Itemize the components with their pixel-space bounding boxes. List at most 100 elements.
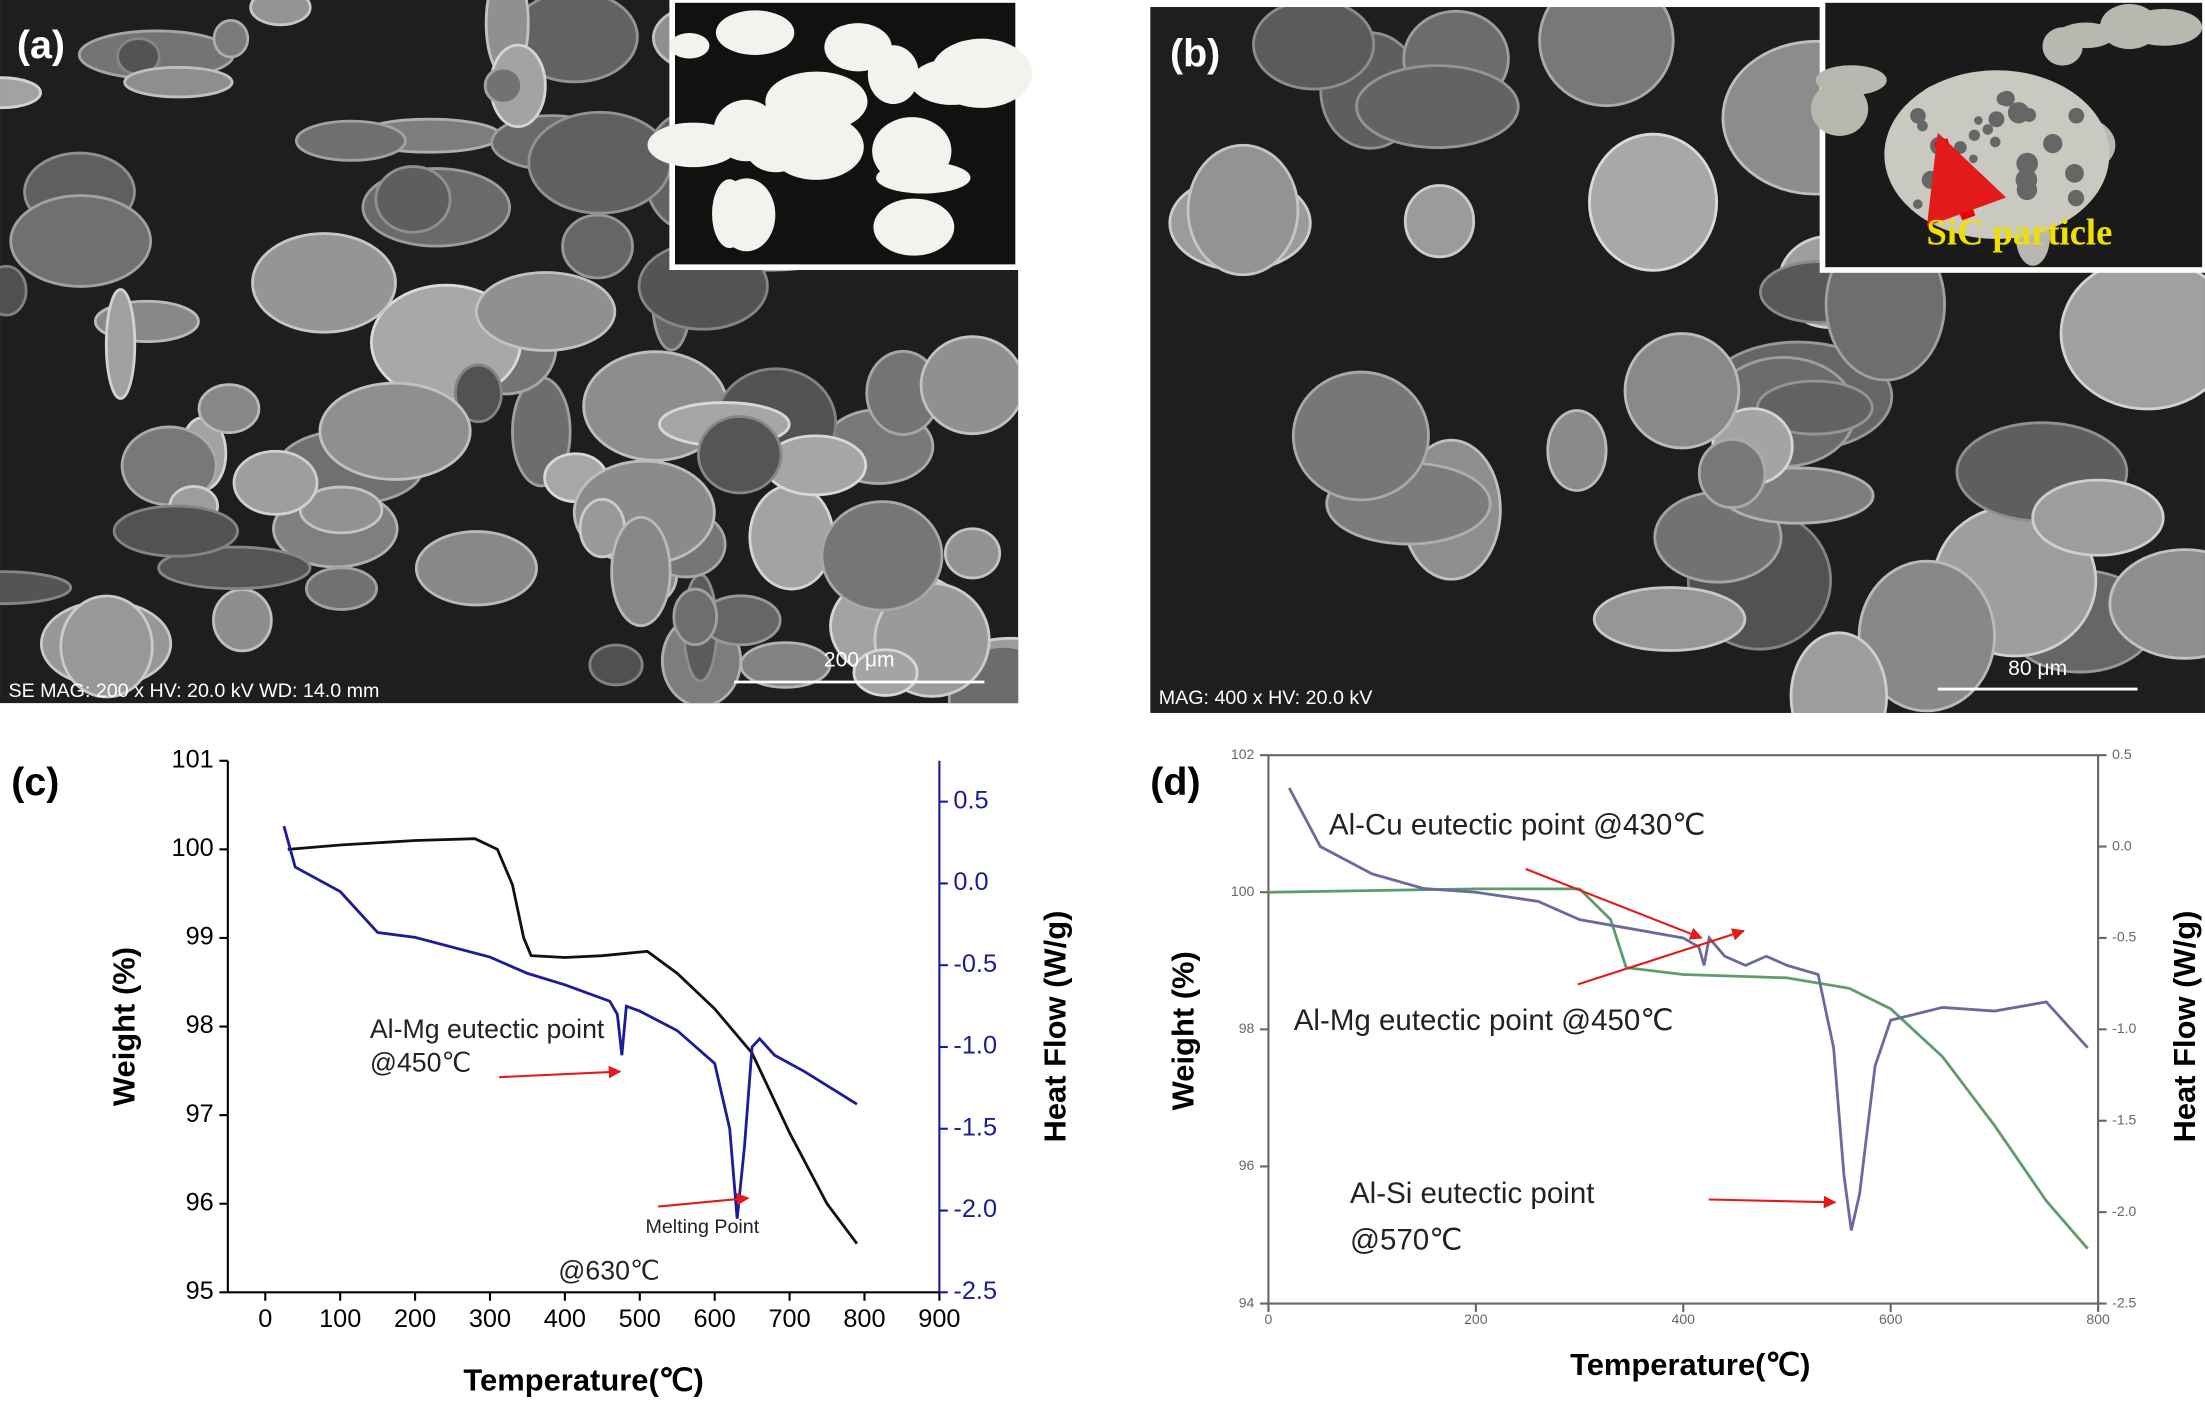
particle [112, 504, 240, 558]
x-tick-label: 900 [918, 1305, 960, 1333]
particle [697, 415, 783, 495]
particle [474, 271, 617, 352]
inset-particle [867, 45, 919, 105]
y2-tick-label: -1.0 [2112, 1020, 2136, 1036]
particle [527, 110, 673, 215]
inset-particle [715, 10, 795, 55]
particle [610, 515, 672, 628]
particle [1403, 184, 1476, 259]
sic [1972, 178, 1990, 197]
sic [2043, 133, 2063, 154]
inset-particle [2100, 4, 2159, 50]
particle [1355, 64, 1520, 150]
y2-tick-label: -1.5 [953, 1113, 997, 1141]
particle [374, 165, 452, 234]
series-line [1288, 787, 2089, 1231]
x-tick-label: 200 [1464, 1311, 1488, 1327]
y-tick-label: 94 [1239, 1294, 1255, 1310]
particle [943, 527, 1002, 580]
particle [453, 363, 503, 424]
particle [123, 65, 234, 99]
particle [1186, 143, 1300, 277]
series-line [1268, 887, 2089, 1250]
particle [1697, 438, 1767, 509]
inset-particle [1815, 65, 1887, 96]
particle [59, 594, 154, 699]
x-axis-title: Temperature(℃) [1570, 1347, 1810, 1382]
y2-tick-label: -1.0 [953, 1032, 997, 1060]
particle [1623, 332, 1741, 450]
particle [1588, 132, 1719, 272]
inset-particle [2042, 27, 2083, 66]
image-info: MAG: 400 x HV: 20.0 kV [1159, 687, 1373, 709]
series-line [282, 825, 858, 1219]
particle [104, 288, 137, 400]
x-tick-label: 400 [544, 1305, 586, 1333]
particle [1538, 7, 1675, 108]
inset-particle [713, 99, 779, 162]
particle [852, 648, 919, 697]
x-tick-label: 700 [768, 1305, 810, 1333]
particle [1789, 631, 1889, 713]
x-tick-label: 500 [619, 1305, 661, 1333]
particle [0, 76, 42, 110]
annotation: @630℃ [558, 1256, 660, 1286]
particle [483, 66, 524, 105]
particle [298, 485, 384, 535]
inset-arrow [1926, 132, 2007, 227]
inset-particle [765, 71, 868, 132]
inset-particle [712, 179, 748, 248]
particle [561, 213, 634, 280]
particle [739, 641, 832, 689]
x-tick-label: 200 [394, 1305, 436, 1333]
particle [251, 232, 397, 334]
sic [1910, 107, 1926, 124]
x-tick-label: 600 [694, 1305, 736, 1333]
image-info: SE MAG: 200 x HV: 20.0 kV WD: 14.0 mm [8, 680, 379, 702]
sic [2068, 107, 2085, 124]
scale-bar-label: 200 μm [824, 649, 895, 672]
y-tick-label: 96 [186, 1188, 214, 1216]
annotation: @450℃ [370, 1048, 472, 1078]
particle [2108, 548, 2205, 660]
x-tick-label: 800 [843, 1305, 885, 1333]
particle [197, 383, 261, 434]
sic [1982, 124, 1994, 135]
inset-label: SiC particle [1927, 212, 2113, 253]
particle [1291, 370, 1430, 502]
sic [1999, 90, 2015, 107]
particle [212, 588, 273, 653]
y2-tick-label: 0.5 [953, 786, 988, 814]
particle [294, 119, 407, 162]
sic [1989, 136, 2001, 148]
sic [1912, 199, 1923, 210]
inset-particle [884, 168, 962, 192]
x-tick-label: 100 [319, 1305, 361, 1333]
inset-particle [872, 117, 952, 185]
y-tick-label: 95 [186, 1277, 214, 1305]
sic [1921, 170, 1940, 189]
y2-tick-label: 0.5 [2112, 746, 2132, 762]
x-tick-label: 0 [258, 1305, 272, 1333]
sic [1953, 141, 1967, 154]
annotation-arrow [658, 1192, 750, 1208]
particle [1252, 7, 1376, 91]
sic [2016, 152, 2039, 175]
inset-particle [669, 33, 710, 59]
panel-label: (d) [1150, 760, 1200, 804]
annotation-arrow [1708, 1195, 1837, 1209]
panel-label: (c) [11, 760, 59, 804]
inset-particle [873, 198, 955, 256]
sic [2067, 189, 2085, 207]
annotation: Melting Point [645, 1216, 759, 1238]
inset-particle [825, 24, 875, 66]
annotation: Al-Mg eutectic point @450℃ [1294, 1004, 1674, 1037]
annotation: Al-Mg eutectic point [370, 1014, 605, 1044]
particle [748, 483, 835, 591]
y2-tick-label: -1.5 [2112, 1111, 2136, 1127]
y2-axis-title: Heat Flow (W/g) [2167, 911, 2202, 1143]
particle [212, 19, 250, 59]
panel-label: (b) [1170, 32, 1220, 76]
x-tick-label: 600 [1879, 1311, 1903, 1327]
